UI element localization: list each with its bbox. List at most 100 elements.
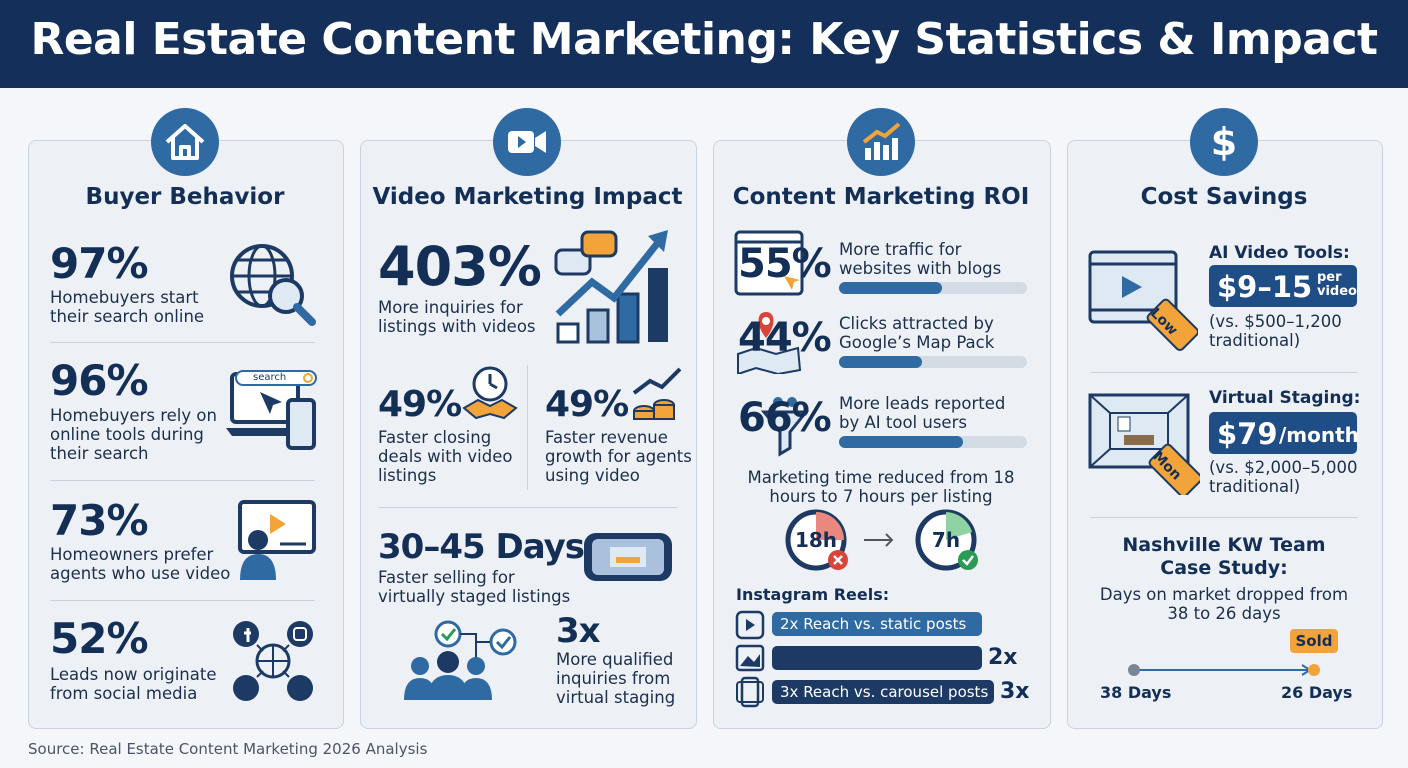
vr-icon (584, 533, 672, 581)
growth-icon-part (586, 308, 610, 344)
item-title: AI Video Tools: (1209, 243, 1350, 263)
reel-multiplier: 2x (988, 645, 1018, 670)
devices-icon-part (286, 398, 316, 450)
people-icon-part (460, 633, 490, 660)
chart-icon-part (847, 108, 915, 176)
separator (1090, 517, 1358, 518)
section-title: Cost Savings (1140, 184, 1308, 210)
room-icon (1088, 393, 1200, 495)
stat-value: 44% (738, 315, 832, 361)
social-icon-part (233, 675, 259, 701)
separator (1090, 372, 1358, 373)
separator (50, 342, 315, 343)
stat-text: Faster revenue growth for agents using v… (545, 428, 692, 485)
room-icon-part (1148, 443, 1200, 495)
film-icon-part (1146, 298, 1198, 352)
map-icon-part (762, 317, 770, 325)
handshake-icon-part (488, 374, 498, 390)
clocks-part (946, 512, 972, 540)
reel-icons-part (735, 610, 765, 640)
people-icon-part (437, 651, 459, 673)
reel-icons-part (740, 654, 760, 667)
dollar-icon-part (1190, 108, 1258, 176)
clocks (785, 509, 978, 571)
funnel-icon (760, 397, 810, 457)
coins-icon-part (632, 367, 682, 395)
stat-text: Homebuyers start their search online (50, 288, 205, 326)
globe-icon-part (293, 303, 316, 326)
devices-icon-part (235, 370, 317, 386)
header: Real Estate Content Marketing: Key Stati… (0, 0, 1408, 88)
devices-icon (226, 370, 317, 450)
social-icon-part (244, 628, 251, 642)
stat-value: 49% (545, 384, 629, 425)
people-icon-part (440, 628, 457, 642)
video-icon-part (518, 136, 526, 148)
film-icon-part (1122, 276, 1142, 298)
bar-fill (839, 436, 964, 448)
reel-icons-part (746, 619, 755, 631)
reel-multiplier: 3x (1000, 679, 1030, 704)
stat-value: 52% (50, 614, 149, 663)
bar-track (839, 282, 1027, 294)
growth-icon-part (648, 230, 668, 252)
section-title: Video Marketing Impact (372, 184, 683, 210)
stat-value: 3x (556, 611, 601, 651)
stat-value: 73% (50, 496, 149, 545)
timeline-end: 26 Days (1281, 683, 1353, 702)
social-icon-part (293, 627, 307, 641)
stat-value: 66% (738, 395, 832, 441)
video-person-icon-part (270, 514, 286, 534)
video-person-icon-part (248, 530, 268, 550)
home-icon (151, 108, 219, 176)
timeline (1128, 664, 1320, 676)
stat-value: 96% (50, 356, 149, 405)
clock-label: 7h (931, 528, 961, 552)
page-title: Real Estate Content Marketing: Key Stati… (30, 14, 1378, 65)
chart-icon-part (892, 138, 898, 160)
time-note: Marketing time reduced from 18 hours to … (747, 468, 1015, 506)
social-icon-part (257, 645, 289, 677)
room-icon-part (1117, 416, 1131, 432)
separator (50, 600, 315, 601)
section-title: Buyer Behavior (85, 184, 285, 210)
social-icon-part (287, 675, 313, 701)
people-icon (404, 620, 517, 700)
price-box: $9–15 per video (1209, 265, 1357, 307)
room-icon-part (1124, 435, 1154, 445)
stat-value: 30–45 Days (378, 527, 585, 567)
card (360, 140, 697, 729)
bar-fill (839, 356, 922, 368)
clocks-part (864, 533, 894, 547)
stat-text: Faster closing deals with video listings (378, 428, 513, 485)
people-icon-part (411, 657, 429, 675)
dollar-icon-part: $ (1211, 120, 1237, 164)
vr-icon-part (616, 557, 640, 563)
handshake-icon-part (462, 398, 518, 420)
stat-value: 403% (378, 235, 542, 298)
clocks-part (816, 512, 844, 540)
clocks-part (833, 555, 843, 565)
social-icon (233, 621, 313, 701)
people-icon-part (489, 628, 517, 656)
social-icon-part (256, 644, 290, 678)
video-person-icon-part (240, 554, 276, 580)
clocks-part (962, 555, 974, 566)
chart-icon-part (883, 145, 889, 160)
reel-icons-part (740, 676, 760, 708)
chart-icon (847, 108, 915, 176)
case-title: Nashville KW Team Case Study: (1122, 534, 1326, 579)
blog-icon (734, 230, 804, 296)
timeline-part (1308, 664, 1320, 676)
stat-value: 49% (378, 384, 462, 425)
growth-icon-part (554, 248, 592, 276)
funnel-icon-part (760, 410, 810, 457)
funnel-icon-part (787, 397, 797, 407)
icon-text: search (253, 372, 287, 383)
timeline-part (1128, 664, 1140, 676)
reel-icons-part (736, 681, 764, 703)
reels-title: Instagram Reels: (736, 585, 890, 604)
film-icon (1088, 250, 1198, 352)
room-icon-part (1088, 393, 1190, 469)
